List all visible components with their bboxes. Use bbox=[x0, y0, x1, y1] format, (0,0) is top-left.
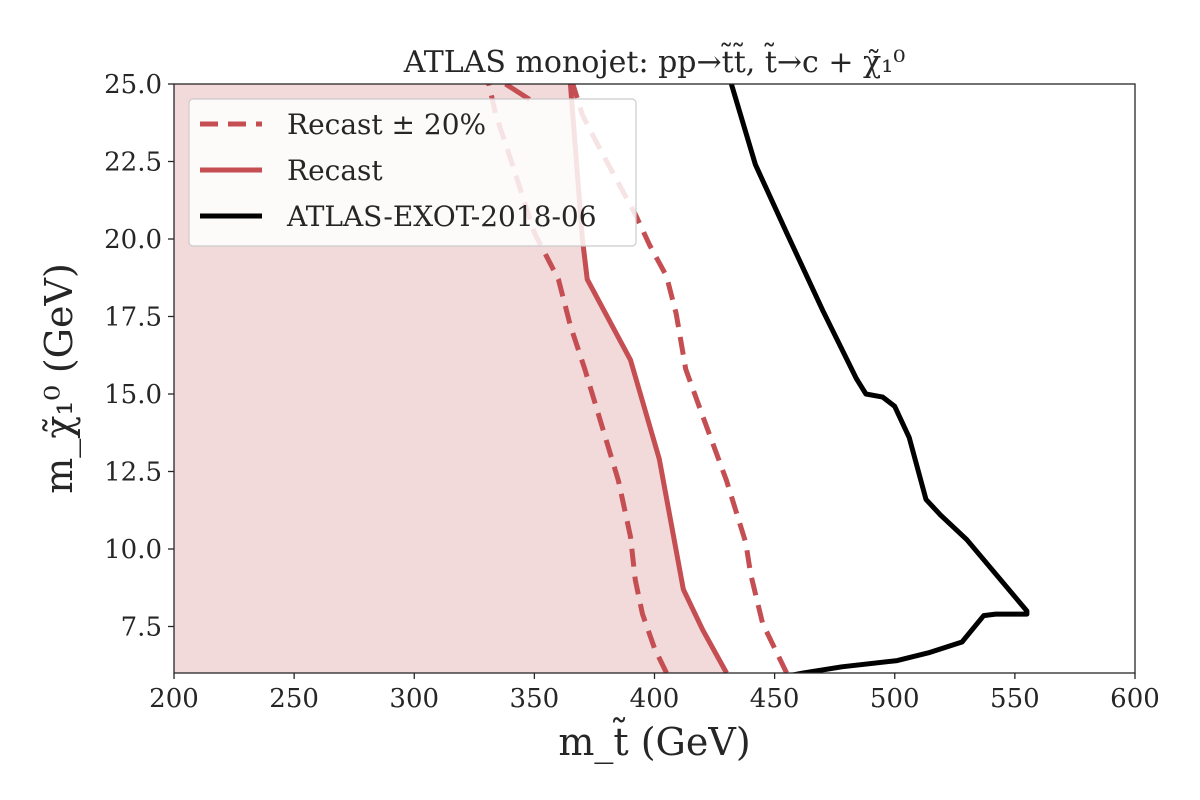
y-tick-label: 7.5 bbox=[121, 613, 162, 643]
axes: 200 250 300 350 400 450 500 550 600 7.5 10.0 12.5 15… bbox=[37, 70, 1160, 765]
x-tick-label: 450 bbox=[750, 684, 800, 714]
x-tick-label: 600 bbox=[1110, 684, 1160, 714]
y-tick-label: 10.0 bbox=[104, 535, 162, 565]
y-tick-label: 12.5 bbox=[104, 458, 162, 488]
x-tick-label: 350 bbox=[510, 684, 560, 714]
y-axis-label: m_χ̃₁⁰ (GeV) bbox=[37, 263, 82, 494]
x-tick-label: 550 bbox=[990, 684, 1040, 714]
x-tick-label: 250 bbox=[269, 684, 319, 714]
chart-title-text: ATLAS monojet: pp→t̃t̃, t̃→c + χ̃₁⁰ bbox=[403, 42, 906, 80]
series-line-1-1 bbox=[504, 84, 531, 102]
legend-box bbox=[188, 98, 637, 247]
y-tick-label: 22.5 bbox=[104, 148, 162, 178]
legend-label-2: ATLAS-EXOT-2018-06 bbox=[286, 200, 597, 233]
chart-title: ATLAS monojet: pp→t̃t̃, t̃→c + χ̃₁⁰ bbox=[403, 42, 906, 80]
x-tick-label: 300 bbox=[389, 684, 439, 714]
legend: Recast ± 20% Recast ATLAS-EXOT-2018-06 bbox=[188, 98, 637, 247]
x-tick-label: 500 bbox=[870, 684, 920, 714]
x-axis-label: m_t̃ (GeV) bbox=[558, 717, 750, 765]
y-tick-label: 25.0 bbox=[104, 70, 162, 100]
series-line-2-0 bbox=[728, 84, 1030, 673]
y-tick-label: 17.5 bbox=[104, 303, 162, 333]
y-tick-label: 20.0 bbox=[104, 225, 162, 255]
y-tick-label: 15.0 bbox=[104, 380, 162, 410]
legend-label-0: Recast ± 20% bbox=[287, 108, 486, 141]
legend-label-1: Recast bbox=[287, 154, 383, 187]
series-line-0-0 bbox=[486, 84, 669, 673]
x-tick-label: 200 bbox=[149, 684, 199, 714]
x-tick-label: 400 bbox=[630, 684, 680, 714]
